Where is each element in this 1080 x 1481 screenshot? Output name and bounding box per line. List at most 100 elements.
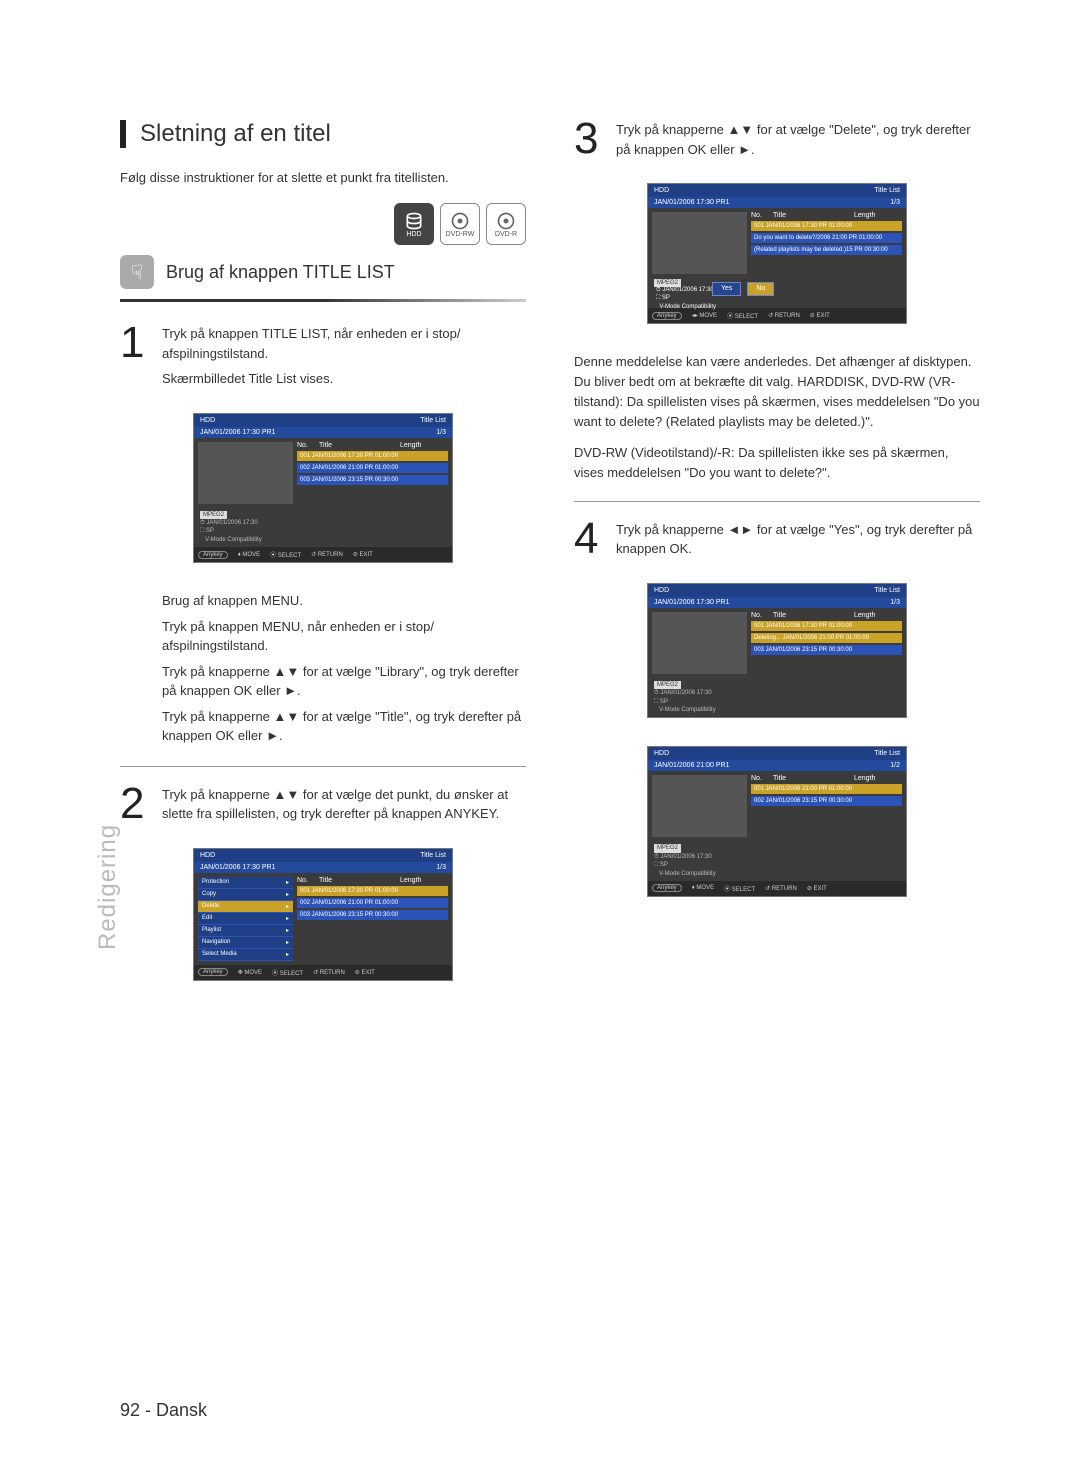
sub-title: Brug af knappen TITLE LIST [166,262,395,283]
step-num: 1 [120,324,152,395]
tv-row-1: 001 JAN/01/2006 17:30 PR 01:00:00 [297,451,448,461]
tv-preview [652,612,747,674]
tv-hdd: HDD [654,750,669,757]
dvdr-label: DVD-R [495,231,517,238]
hdd-icon: HDD [394,203,434,245]
note-para: Denne meddelelse kan være anderledes. De… [574,352,980,433]
tv-info3: V-Mode Compatibility [205,537,262,543]
tv-row-2: 002 JAN/01/2006 23:15 PR 00:30:00 [751,796,902,806]
note2-para: DVD-RW (Videotilstand)/-R: Da spillelist… [574,443,980,483]
tv-mpeg: MPEG2 [200,511,227,519]
col-len: Length [854,212,902,219]
dvdr-icon: DVD-R [486,203,526,245]
divider [574,501,980,502]
tv-exit: EXIT [361,970,374,976]
tv-hdd: HDD [200,852,215,859]
section-title: Sletning af en titel [120,120,526,148]
tv-info2: SP [662,295,670,301]
tv-row-empty [751,808,902,820]
tv-mpeg: MPEG2 [654,681,681,689]
tv-tlist: Title List [420,852,446,859]
tv-move: MOVE [699,313,717,319]
tv-exit: EXIT [814,886,827,892]
step4-line1: Tryk på knapperne ◄► for at vælge "Yes",… [616,520,980,559]
tv-info1: JAN/01/2006 17:30 [660,854,711,860]
tv-row-1: 001 JAN/01/2006 17:30 PR 01:00:00 [297,886,448,896]
tv-tlist: Title List [874,587,900,594]
col-no: No. [297,442,319,449]
step-2: 2 Tryk på knapperne ▲▼ for at vælge det … [120,785,526,830]
step-num: 3 [574,120,606,165]
tv-anykey: Anykey [652,884,682,892]
tv-select: SELECT [280,971,303,977]
page-number: 92 - Dansk [120,1400,207,1421]
ctx-navigation: Navigation▸ [198,937,293,949]
tv-row-2: Do you want to delete?/2006 21:00 PR 01:… [751,233,902,243]
tv-row-3: 003 JAN/01/2006 23:15 PR 00:30:00 [751,645,902,655]
tv-anykey: Anykey [652,312,682,320]
tv-hdd: HDD [200,417,215,424]
ctx-playlist: Playlist▸ [198,925,293,937]
tv-anykey: Anykey [198,551,228,559]
step-num: 4 [574,520,606,565]
tv-info1: JAN/01/2006 17:30 [660,690,711,696]
tv-deleting: HDDTitle List JAN/01/2006 17:30 PR1 1/3 … [647,583,907,719]
step1-line2: Skærmbilledet Title List vises. [162,369,526,389]
media-icons: HDD DVD-RW DVD-R [120,203,526,245]
step-num: 2 [120,785,152,830]
menu-l3: Tryk på knapperne ▲▼ for at vælge "Title… [162,707,526,746]
tv-row-2: 002 JAN/01/2006 21:00 PR 01:00:00 [297,898,448,908]
tv-preview [652,775,747,837]
col-len: Length [400,442,448,449]
step-1: 1 Tryk på knappen TITLE LIST, når enhede… [120,324,526,395]
tv-info3: V-Mode Compatibility [659,707,716,713]
tv-confirm-delete: HDDTitle List JAN/01/2006 17:30 PR1 1/3 … [647,183,907,324]
col-title: Title [319,877,400,884]
tv-exit: EXIT [360,552,373,558]
tv-hdd: HDD [654,587,669,594]
tv-date: JAN/01/2006 17:30 PR1 [654,199,730,206]
tv-info2: SP [660,862,668,868]
col-no: No. [751,612,773,619]
tv-anykey: Anykey [198,968,228,976]
tv-tlist: Title List [874,187,900,194]
hdd-label: HDD [406,231,421,238]
tv-row-3: 003 JAN/01/2006 23:15 PR 00:30:00 [297,910,448,920]
col-len: Length [854,612,902,619]
tv-info1: JAN/01/2006 17:30 [206,520,257,526]
tv-row-empty [751,257,902,269]
intro-text: Følg disse instruktioner for at slette e… [120,170,526,185]
ctx-edit: Edit▸ [198,913,293,925]
tv-page: 1/3 [436,429,446,436]
tv-row-1: 001 JAN/01/2006 17:30 PR 01:00:00 [751,621,902,631]
tv-info3: V-Mode Compatibility [659,304,716,310]
tv-page2: 1/2 [890,762,900,769]
menu-title: Brug af knappen MENU. [162,591,526,611]
tv-row-empty [751,822,902,834]
tv-date2: JAN/01/2006 21:00 PR1 [654,762,730,769]
tv-date: JAN/01/2006 17:30 PR1 [200,864,276,871]
side-tab: Redigering [94,824,122,950]
step-3: 3 Tryk på knapperne ▲▼ for at vælge "Del… [574,120,980,165]
ctx-protection: Protection▸ [198,877,293,889]
tv-date: JAN/01/2006 17:30 PR1 [654,599,730,606]
col-no: No. [751,775,773,782]
tv-preview [198,442,293,504]
tv-select: SELECT [278,553,301,559]
tv-tlist: Title List [420,417,446,424]
menu-l1: Tryk på knappen MENU, når enheden er i s… [162,617,526,656]
step3-line1: Tryk på knapperne ▲▼ for at vælge "Delet… [616,120,980,159]
col-title: Title [319,442,400,449]
tv-hdd: HDD [654,187,669,194]
tv-row-1: 001 JAN/01/2006 17:30 PR 01:00:00 [751,221,902,231]
ctx-selectmedia: Select Media▸ [198,949,293,961]
tv-select: SELECT [735,314,758,320]
tv-row-empty [751,657,902,669]
col-no: No. [751,212,773,219]
tv-info2: SP [660,699,668,705]
tv-move: MOVE [696,885,714,891]
tv-preview [652,212,747,274]
tv-info2: SP [206,528,214,534]
hand-icon: ☟ [120,255,154,289]
col-title: Title [773,612,854,619]
